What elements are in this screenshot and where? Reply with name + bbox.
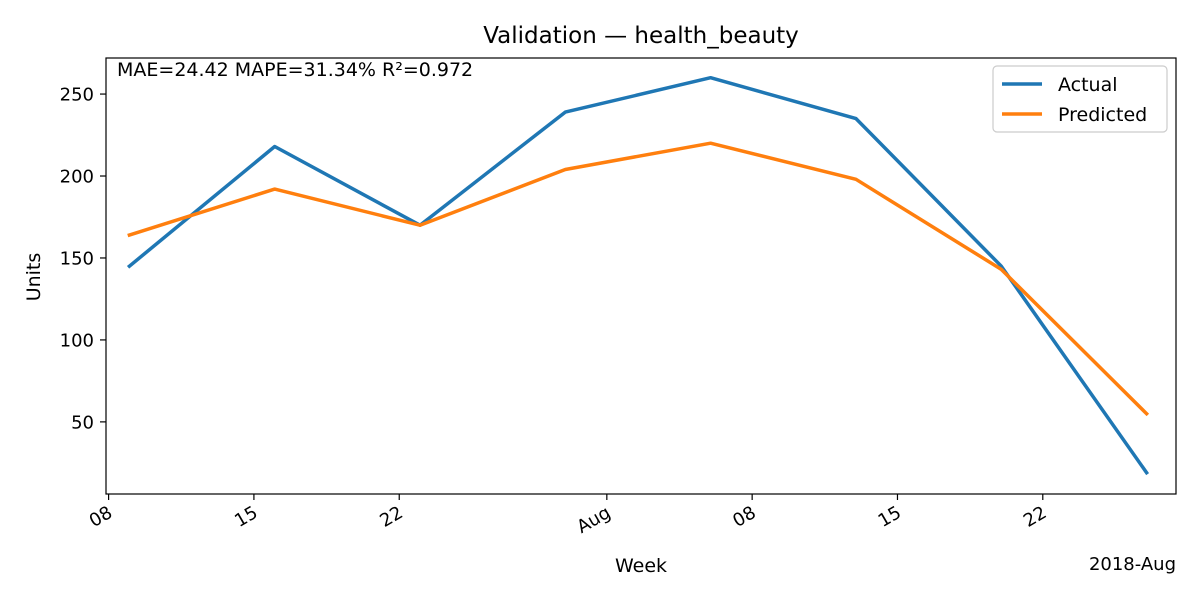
legend: Actual Predicted <box>992 65 1168 133</box>
y-axis-title: Units <box>23 253 45 302</box>
axes-frame <box>105 57 1177 495</box>
x-tick-label: 15 <box>231 502 261 532</box>
x-tick-label: 22 <box>1020 502 1050 532</box>
metrics-annotation: MAE=24.42 MAPE=31.34% R²=0.972 <box>117 59 473 81</box>
y-tick-label: 100 <box>60 330 94 351</box>
legend-label-predicted: Predicted <box>1058 104 1147 126</box>
x-tick-label: 22 <box>376 502 406 532</box>
legend-label-actual: Actual <box>1058 74 1118 96</box>
chart-title: Validation — health_beauty <box>483 23 799 49</box>
series-line-predicted <box>127 141 1150 417</box>
x-tick-label: 08 <box>729 502 759 532</box>
x-axis-title: Week <box>615 555 667 577</box>
series-line-actual <box>126 75 1150 476</box>
y-tick-label: 150 <box>60 248 94 269</box>
y-tick-label: 50 <box>71 412 94 433</box>
x-tick-label: Aug <box>573 502 614 538</box>
y-tick-label: 200 <box>60 167 94 188</box>
x-tick-label: 08 <box>86 502 116 532</box>
x-tick-label: 15 <box>875 502 905 532</box>
y-tick-label: 250 <box>60 85 94 106</box>
x-axis-offset-label: 2018-Aug <box>1089 554 1176 575</box>
